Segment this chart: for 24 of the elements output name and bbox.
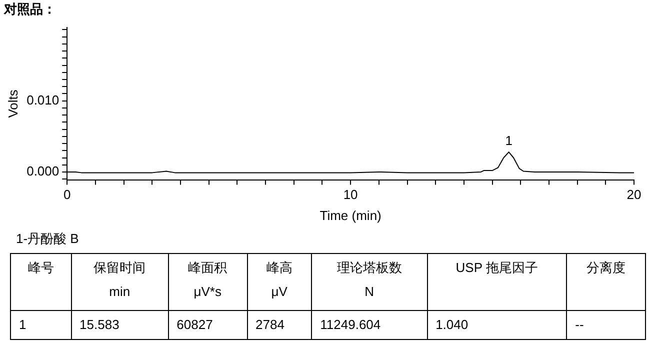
y-tick-label: 0.000: [26, 164, 60, 179]
x-tick-label: 0: [64, 187, 71, 202]
annotation: 1: [505, 133, 512, 148]
y-tick-label: 0.010: [26, 92, 60, 108]
text: 分离度: [566, 254, 646, 310]
chart-title: 对照品：: [3, 1, 56, 16]
text: 峰面积 μV*s: [168, 254, 247, 310]
x-tick-label: 10: [343, 187, 358, 202]
text: 峰高 μV: [247, 254, 312, 310]
text: 15.583: [71, 310, 168, 340]
x-tick-label: 20: [626, 187, 642, 202]
text: 2784: [247, 310, 312, 340]
text: 1: [10, 310, 72, 340]
text: 60827: [168, 310, 247, 340]
text: 理论塔板数 N: [312, 254, 428, 310]
text: 1-丹酚酸 B: [16, 230, 79, 248]
text: 1.040: [427, 310, 567, 340]
x-axis-title: Time (min): [320, 208, 382, 223]
text: 峰号: [10, 254, 72, 310]
text: 11249.604: [312, 310, 428, 340]
text: --: [566, 310, 646, 340]
text: 保留时间 min: [71, 254, 168, 310]
y-axis-title: Volts: [5, 89, 20, 118]
text: USP 拖尾因子: [427, 254, 567, 310]
